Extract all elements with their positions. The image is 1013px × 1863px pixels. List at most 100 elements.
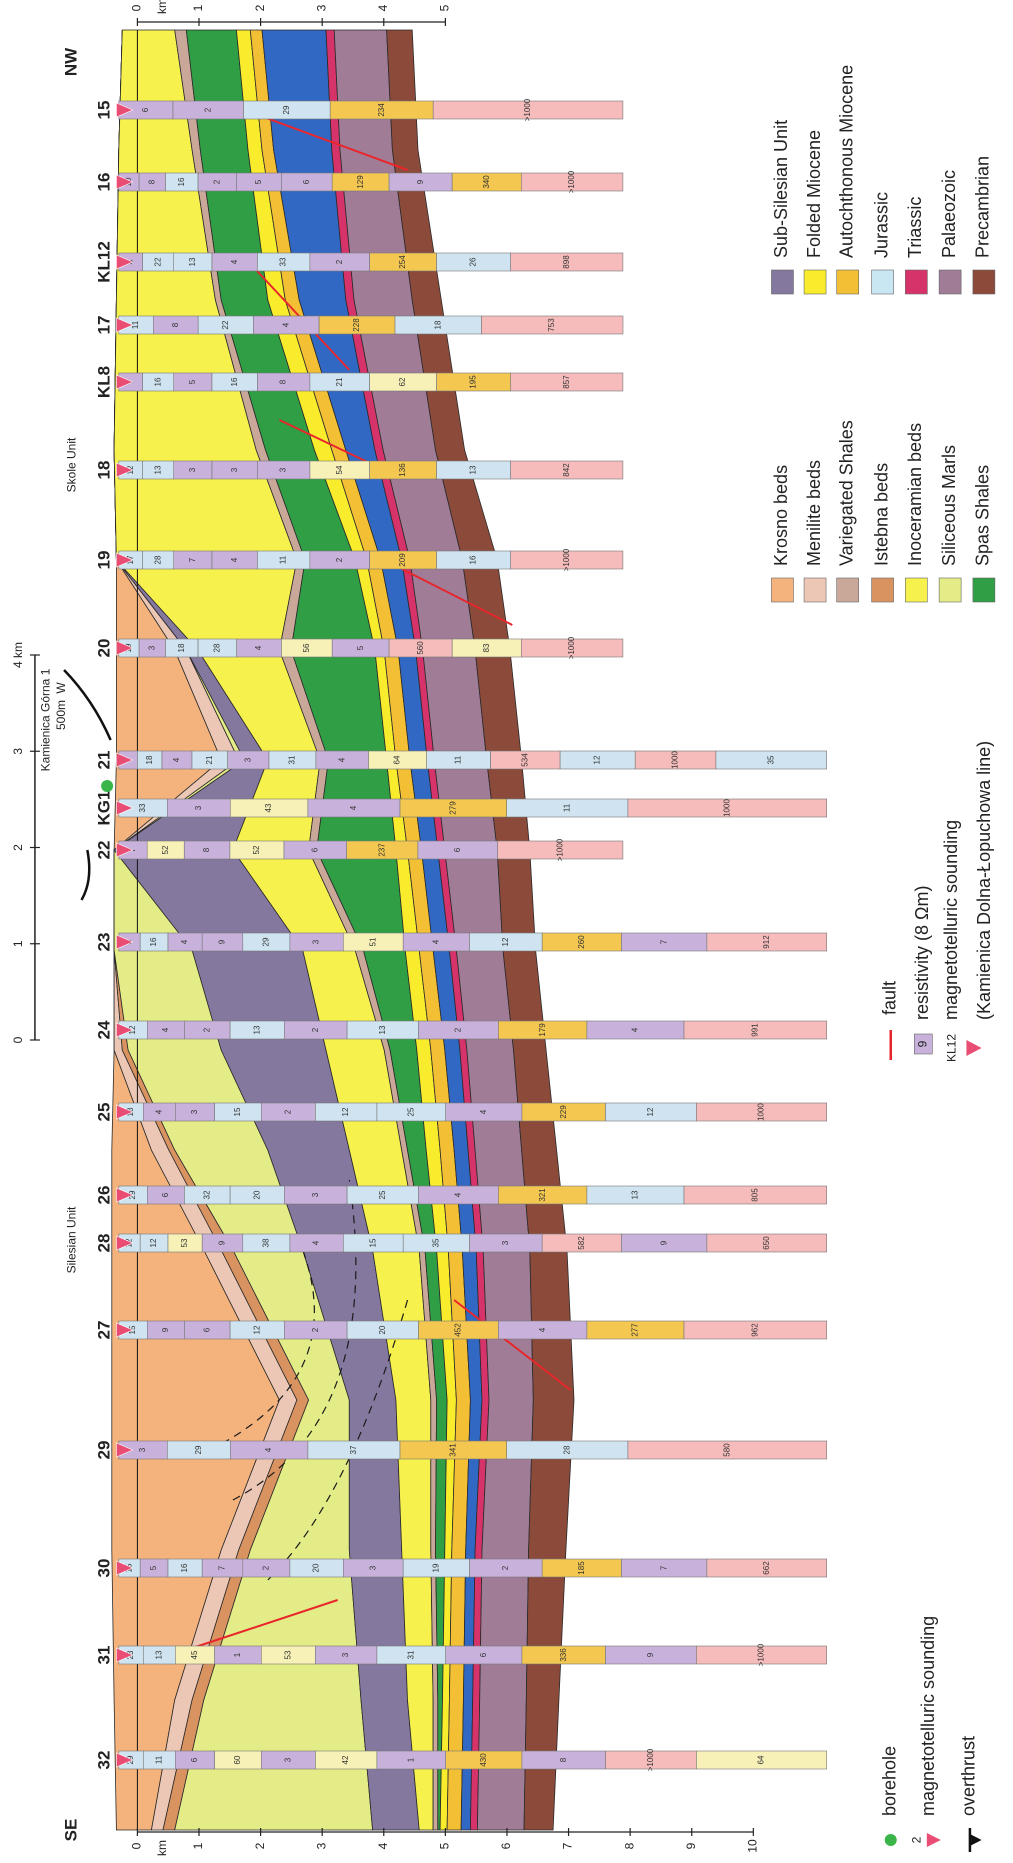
- resistivity-value: 21: [205, 755, 214, 764]
- legend-label: Jurassic: [871, 192, 891, 258]
- resistivity-value: 4: [264, 1447, 273, 1452]
- resistivity-value: 9: [161, 1327, 170, 1332]
- resistivity-value: 12: [646, 1107, 655, 1116]
- sounding-marker: [116, 1104, 134, 1120]
- resistivity-value: 31: [288, 755, 297, 764]
- resistivity-value: 5: [254, 179, 263, 184]
- legend-swatch: [905, 577, 928, 603]
- resistivity-value: 38: [261, 1238, 270, 1247]
- sounding-marker: [116, 1235, 134, 1251]
- resistivity-value: 16: [469, 555, 478, 564]
- resistivity-value: 2: [311, 1027, 320, 1032]
- resistivity-cell: [683, 1185, 827, 1205]
- axis-tick-label: 3: [314, 4, 328, 11]
- resistivity-value: 20: [252, 1190, 261, 1199]
- resistivity-cell: [627, 1440, 828, 1460]
- axis-tick-label: 6: [499, 1842, 513, 1849]
- station-label: 17: [94, 316, 113, 335]
- resistivity-cell: [510, 372, 624, 392]
- resistivity-value: 31: [406, 1650, 415, 1659]
- legend-swatch: [836, 577, 859, 603]
- resistivity-value: 62: [398, 377, 407, 386]
- resistivity-value: 11: [562, 803, 571, 812]
- resistivity-value: 237: [377, 843, 386, 857]
- resistivity-value: 6: [141, 107, 150, 112]
- resistivity-cell: [706, 1558, 828, 1578]
- axis-tick-label: 0: [130, 4, 144, 11]
- resistivity-value: 5: [188, 379, 197, 384]
- resistivity-value: 3: [230, 467, 239, 472]
- resistivity-value: 228: [352, 318, 361, 332]
- resistivity-value: 430: [479, 1753, 488, 1767]
- borehole-marker: [101, 780, 114, 792]
- resistivity-value: 3: [311, 1192, 320, 1197]
- resistivity-value: 3: [194, 805, 203, 810]
- station-label: 19: [94, 551, 113, 570]
- resistivity-value: 52: [161, 845, 170, 854]
- resistivity-value: 12: [252, 1325, 261, 1334]
- resistivity-value: 16: [177, 177, 186, 186]
- resistivity-value: 129: [356, 175, 365, 189]
- resistivity-value: 3: [147, 645, 156, 650]
- resistivity-value: 28: [213, 643, 222, 652]
- fold-line: [232, 1179, 357, 1501]
- scale-bar-label: 0: [11, 1036, 25, 1043]
- unit-label: Silesian Unit: [64, 1206, 78, 1273]
- fault-line: [185, 1599, 338, 1651]
- resistivity-value: 4: [454, 1192, 463, 1197]
- inset-thrust: [63, 669, 112, 741]
- resistivity-value: 16: [153, 377, 162, 386]
- resistivity-value: 26: [469, 257, 478, 266]
- resistivity-value: >1000: [757, 1643, 766, 1666]
- resistivity-value: 2: [501, 1565, 510, 1570]
- resistivity-cell: [706, 932, 828, 952]
- resistivity-value: 25: [378, 1190, 387, 1199]
- resistivity-cell: [432, 100, 624, 120]
- fault-line: [244, 109, 408, 171]
- axis-tick-label: 2: [253, 1842, 267, 1849]
- resistivity-value: >1000: [567, 170, 576, 193]
- resistivity-value: 6: [302, 179, 311, 184]
- resistivity-value: 340: [482, 175, 491, 189]
- resistivity-value: 6: [202, 1327, 211, 1332]
- resistivity-value: 8: [202, 847, 211, 852]
- resistivity-value: 9: [659, 1240, 668, 1245]
- resistivity-value: 4: [479, 1109, 488, 1114]
- resistivity-value: 179: [538, 1023, 547, 1037]
- resistivity-value: 13: [378, 1025, 387, 1034]
- resistivity-value: 13: [153, 465, 162, 474]
- resistivity-value: 6: [161, 1192, 170, 1197]
- resistivity-value: 662: [762, 1561, 771, 1575]
- resistivity-value: 5: [356, 645, 365, 650]
- resistivity-value: 51: [368, 937, 377, 946]
- station-label: 32: [94, 1751, 113, 1770]
- resistivity-value: 13: [154, 1650, 163, 1659]
- resistivity-value: 4: [180, 939, 189, 944]
- legend-swatch: [803, 577, 827, 603]
- resistivity-cell: [481, 315, 624, 335]
- scale-bar-label: 2: [11, 844, 25, 851]
- resistivity-value: 18: [433, 320, 442, 329]
- legend-label: Menilite beds: [804, 460, 824, 566]
- resistivity-value: 7: [188, 557, 197, 562]
- resistivity-value: 582: [577, 1236, 586, 1250]
- resistivity-cell: [696, 1102, 828, 1122]
- resistivity-value: 29: [261, 937, 270, 946]
- station-label: 27: [94, 1321, 113, 1340]
- sounding-marker: [116, 552, 134, 568]
- scale-bar-label: 1: [11, 940, 25, 947]
- resistivity-cell: [520, 172, 624, 192]
- resistivity-value: 7: [659, 939, 668, 944]
- legend-label: Spas Shales: [973, 465, 993, 566]
- legend-label: Siliceous Marls: [939, 445, 959, 566]
- resistivity-value: 53: [180, 1238, 189, 1247]
- resistivity-value: 534: [520, 753, 529, 767]
- resistivity-value: 4: [349, 805, 358, 810]
- legend-swatch: [938, 577, 962, 603]
- resistivity-value: 3: [190, 1109, 199, 1114]
- resistivity-value: 11: [154, 1755, 163, 1764]
- resistivity-value: 2: [202, 1027, 211, 1032]
- station-label: 28: [94, 1234, 113, 1253]
